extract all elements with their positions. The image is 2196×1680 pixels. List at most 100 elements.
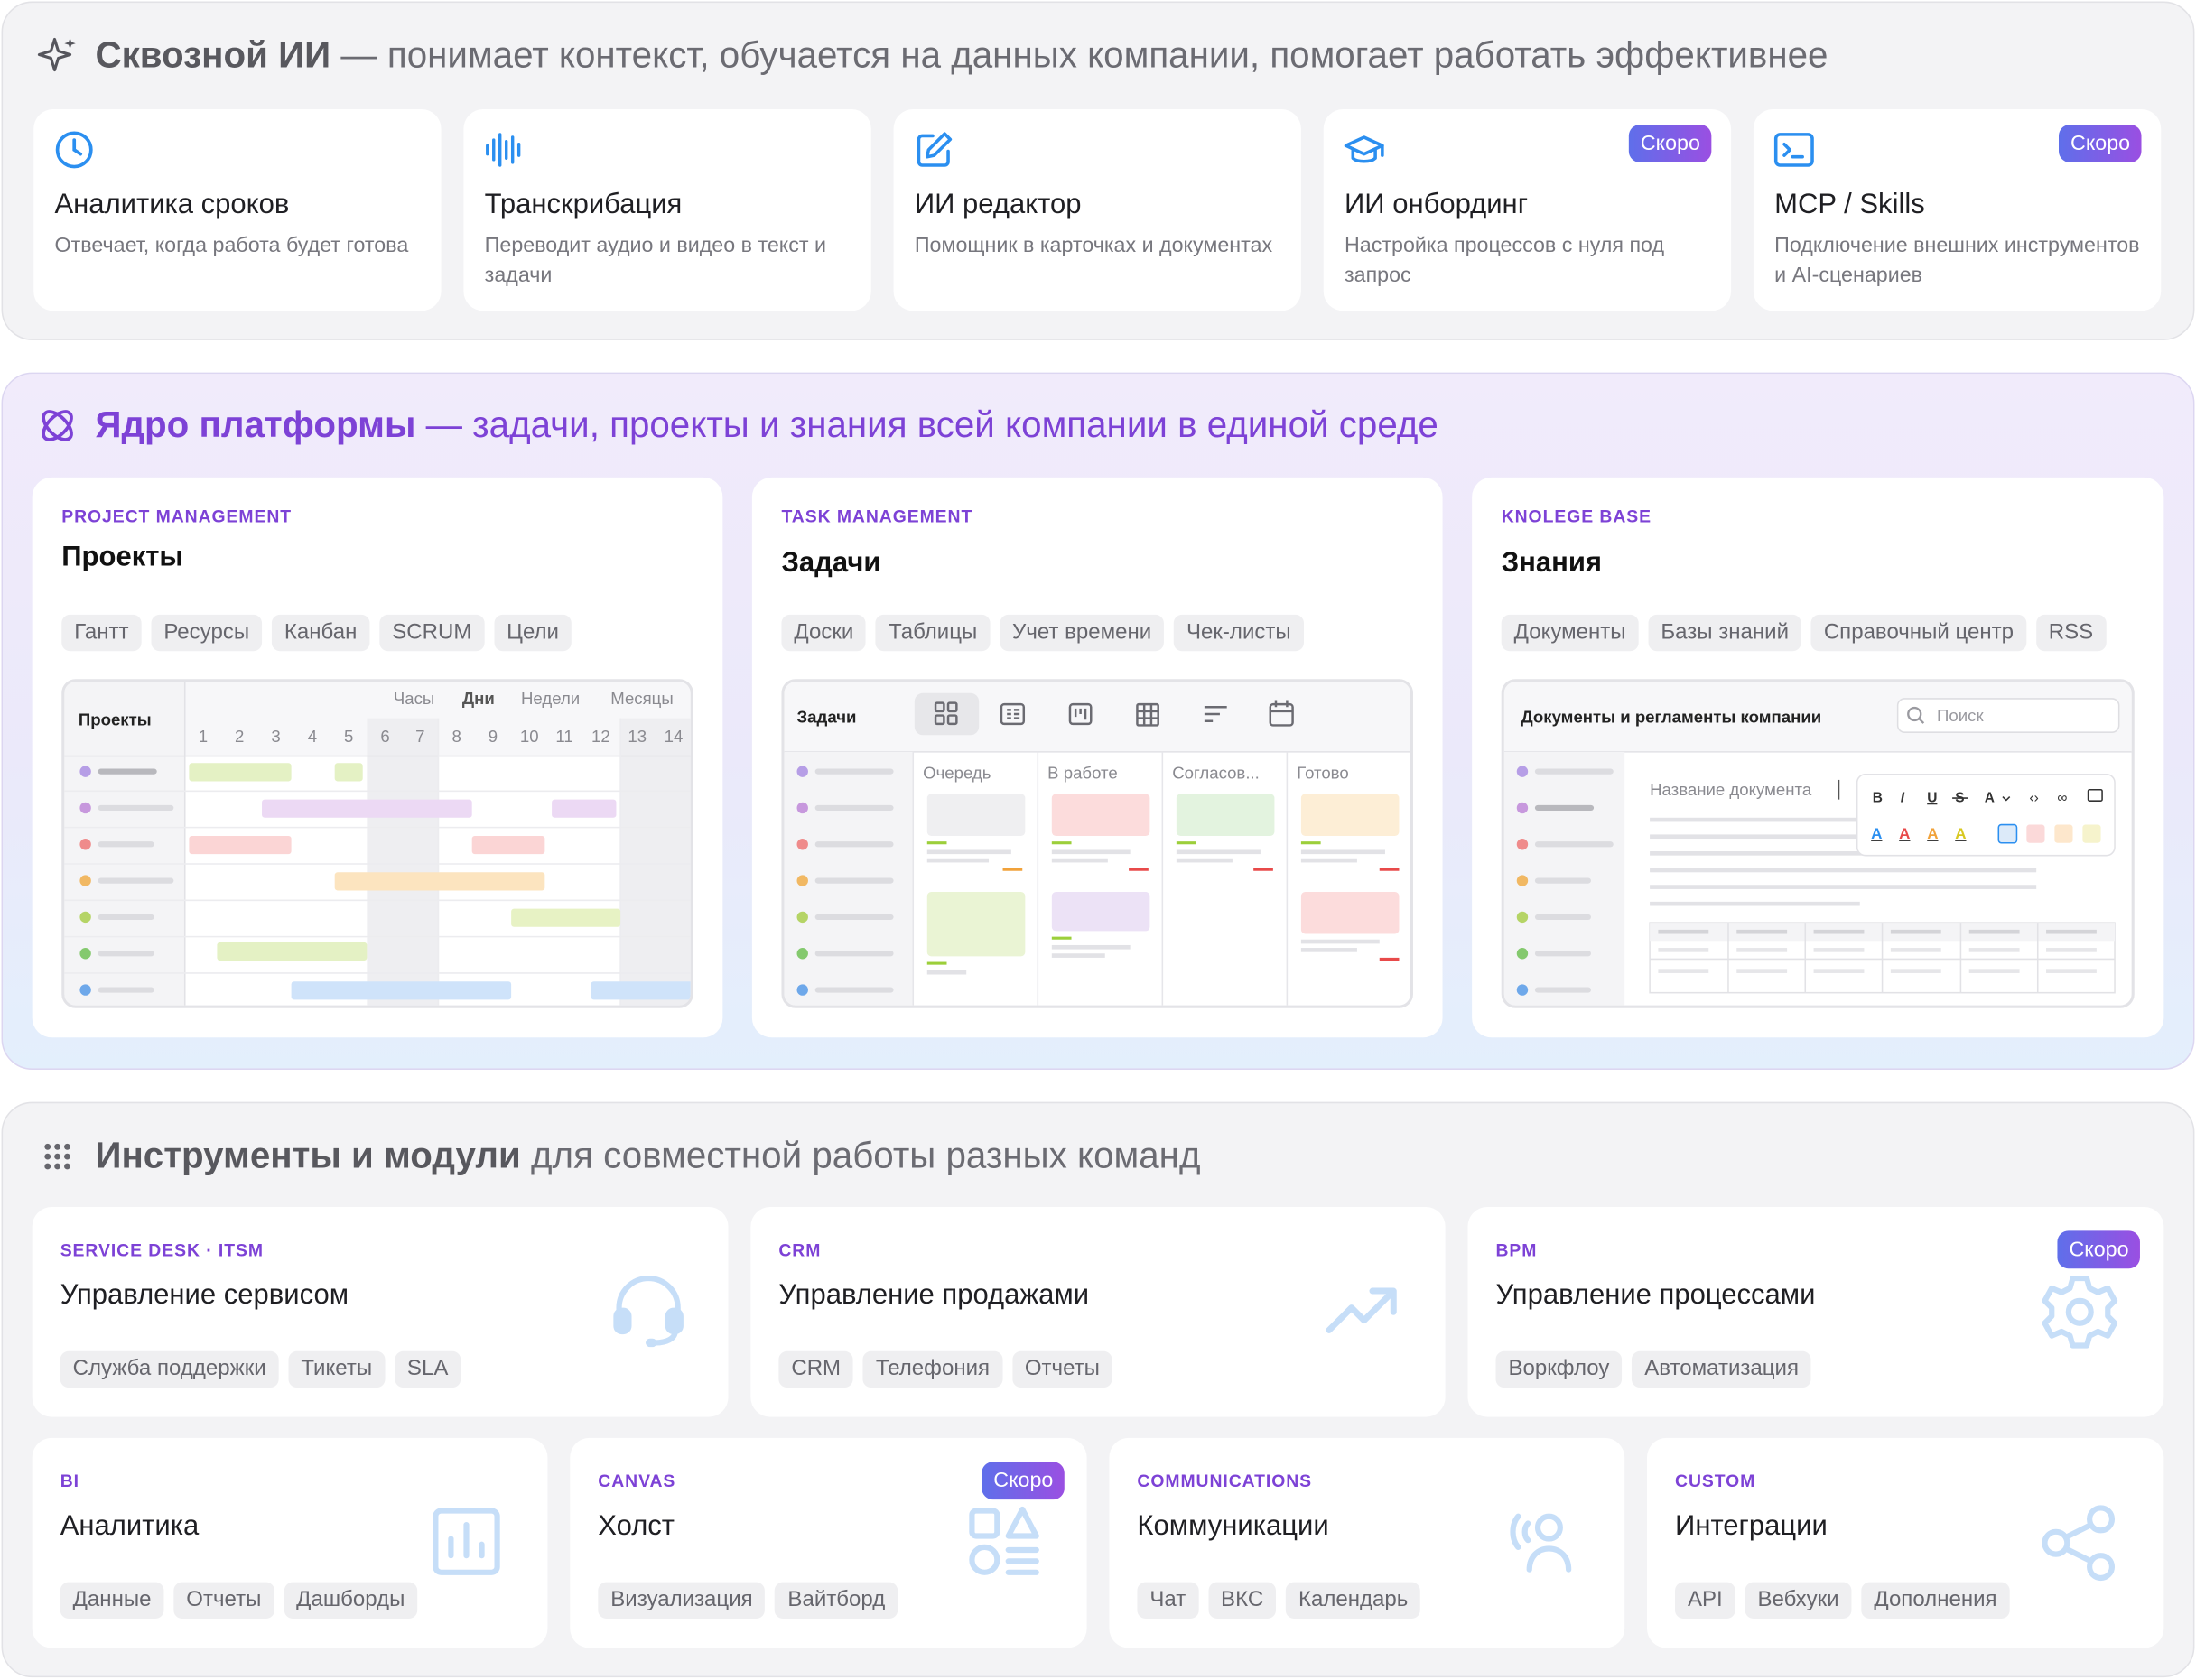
chip[interactable]: SLA: [394, 1350, 461, 1388]
column-title: Согласов...: [1172, 763, 1260, 782]
bold-icon[interactable]: B: [1873, 791, 1883, 806]
tool-card-integrations[interactable]: CUSTOM Интеграции API Вебхуки Дополнения: [1647, 1437, 2164, 1648]
chip[interactable]: Автоматизация: [1632, 1350, 1811, 1388]
day-label: 4: [308, 727, 317, 746]
chip[interactable]: Ресурсы: [151, 614, 263, 652]
day-label: 12: [591, 727, 610, 746]
card-kicker: TASK MANAGEMENT: [781, 506, 973, 527]
user-broadcast-icon: [1504, 1499, 1586, 1581]
share-icon: [2039, 1502, 2120, 1583]
scale-weeks[interactable]: Недели: [521, 689, 580, 708]
card-description: Настройка процессов с нуля под запрос: [1344, 234, 1665, 287]
chip[interactable]: Цели: [494, 614, 572, 652]
grid-view-icon[interactable]: [934, 701, 958, 726]
card-title: Управление процессами: [1495, 1279, 1816, 1311]
chip[interactable]: CRM: [778, 1350, 854, 1388]
chip[interactable]: Воркфлоу: [1495, 1350, 1623, 1388]
table-view-icon[interactable]: [1136, 702, 1159, 727]
kanban-view-icon[interactable]: [1068, 702, 1093, 726]
bg-swatch[interactable]: [2054, 824, 2073, 843]
card-kicker: KNOLEGE BASE: [1501, 506, 1652, 527]
comment-icon[interactable]: [2087, 788, 2103, 802]
chip[interactable]: Дополнения: [1861, 1582, 2010, 1619]
tool-card-crm[interactable]: CRM Управление продажами CRM Телефония О…: [750, 1206, 1446, 1417]
chip[interactable]: Чат: [1137, 1582, 1199, 1619]
chip[interactable]: Служба поддержки: [60, 1350, 279, 1388]
ai-card-ai-onboarding[interactable]: Скоро ИИ онбординг Настройка процессов с…: [1323, 108, 1732, 311]
day-label: 10: [520, 727, 539, 746]
chip[interactable]: Вайтборд: [775, 1582, 898, 1619]
grid-dots-icon: [36, 1135, 79, 1177]
chip[interactable]: Гантт: [61, 614, 142, 652]
tool-card-bi[interactable]: BI Аналитика Данные Отчеты Дашборды: [32, 1437, 548, 1648]
code-icon[interactable]: ‹›: [2029, 791, 2038, 806]
chip[interactable]: Базы знаний: [1648, 614, 1801, 652]
chip[interactable]: Визуализация: [598, 1582, 766, 1619]
core-card-projects[interactable]: PROJECT MANAGEMENT Проекты Гантт Ресурсы…: [32, 477, 723, 1038]
italic-icon[interactable]: I: [1901, 791, 1905, 806]
ai-card-mcp-skills[interactable]: Скоро MCP / Skills Подключение внешних и…: [1753, 108, 2162, 311]
search-icon: [1907, 706, 1925, 724]
document-title-input[interactable]: Название документа: [1650, 780, 1812, 799]
chip[interactable]: Учет времени: [1000, 614, 1165, 652]
scale-months[interactable]: Месяцы: [610, 689, 673, 708]
column-title: Готово: [1297, 763, 1348, 782]
chip[interactable]: Данные: [60, 1582, 164, 1619]
mock-title: Задачи: [797, 707, 857, 726]
chip[interactable]: Календарь: [1286, 1582, 1421, 1619]
gear-icon: [2039, 1271, 2120, 1352]
card-title: Проекты: [61, 542, 183, 573]
chip[interactable]: SCRUM: [379, 614, 485, 652]
core-card-tasks[interactable]: TASK MANAGEMENT Задачи Доски Таблицы Уче…: [751, 477, 1443, 1038]
calendar-icon[interactable]: [1269, 700, 1294, 727]
text-format-toolbar[interactable]: B I U S A ‹› ∞ A A A A: [1856, 773, 2116, 857]
core-card-knowledge[interactable]: KNOLEGE BASE Знания Документы Базы знани…: [1472, 477, 2164, 1038]
chip[interactable]: RSS: [2035, 614, 2107, 652]
chip[interactable]: Канбан: [271, 614, 370, 652]
chip[interactable]: Телефония: [862, 1350, 1003, 1388]
chip[interactable]: Чек-листы: [1174, 614, 1304, 652]
color-swatch[interactable]: A: [1955, 825, 1966, 842]
chip[interactable]: Доски: [781, 614, 867, 652]
sort-icon[interactable]: [1204, 706, 1227, 723]
chip-list: CRM Телефония Отчеты: [778, 1350, 1112, 1388]
column-title: В работе: [1047, 763, 1118, 782]
tool-card-service-desk[interactable]: SERVICE DESK · ITSM Управление сервисом …: [32, 1206, 729, 1417]
chip[interactable]: Тикеты: [288, 1350, 386, 1388]
scale-hours[interactable]: Часы: [394, 689, 434, 708]
bg-swatch[interactable]: [2082, 824, 2101, 843]
tool-card-canvas[interactable]: CANVAS Скоро Холст Визуализация Вайтборд: [570, 1437, 1087, 1648]
link-icon[interactable]: ∞: [2057, 791, 2067, 806]
color-swatch[interactable]: A: [1899, 825, 1910, 842]
chip[interactable]: Документы: [1501, 614, 1639, 652]
ai-card-deadline-analytics[interactable]: Аналитика сроков Отвечает, когда работа …: [33, 108, 442, 311]
day-label: 7: [415, 727, 424, 746]
chip[interactable]: Справочный центр: [1810, 614, 2026, 652]
chip[interactable]: API: [1675, 1582, 1735, 1619]
tool-card-communications[interactable]: COMMUNICATIONS Коммуникации Чат ВКС Кале…: [1109, 1437, 1625, 1648]
chip-list: Документы Базы знаний Справочный центр R…: [1501, 614, 2107, 652]
tool-card-bpm[interactable]: BPM Скоро Управление процессами Воркфлоу…: [1467, 1206, 2164, 1417]
chip[interactable]: ВКС: [1208, 1582, 1277, 1619]
card-kicker: BPM: [1495, 1240, 1538, 1260]
chip[interactable]: Вебхуки: [1745, 1582, 1852, 1619]
tools-section-title: Инструменты и модули для совместной рабо…: [36, 1134, 1200, 1177]
ai-card-ai-editor[interactable]: ИИ редактор Помощник в карточках и докум…: [893, 108, 1301, 311]
chip[interactable]: Дашборды: [284, 1582, 418, 1619]
color-swatch[interactable]: A: [1927, 825, 1938, 842]
underline-icon[interactable]: U: [1927, 791, 1937, 806]
search-input[interactable]: [1896, 698, 2120, 733]
bg-swatch[interactable]: [2026, 824, 2045, 843]
chip[interactable]: Отчеты: [173, 1582, 274, 1619]
bg-swatch[interactable]: [1997, 823, 2018, 844]
ai-section: Сквозной ИИ — понимает контекст, обучает…: [1, 1, 2195, 340]
scale-days[interactable]: Дни: [462, 689, 495, 708]
chip[interactable]: Отчеты: [1011, 1350, 1112, 1388]
chip[interactable]: Таблицы: [876, 614, 991, 652]
color-swatch[interactable]: A: [1871, 825, 1882, 842]
list-view-icon[interactable]: [1000, 702, 1026, 726]
day-label: 3: [271, 727, 280, 746]
ai-card-transcription[interactable]: Транскрибация Переводит аудио и видео в …: [463, 108, 871, 311]
column-title: Очередь: [923, 763, 991, 782]
font-color-icon[interactable]: A: [1985, 791, 1995, 806]
